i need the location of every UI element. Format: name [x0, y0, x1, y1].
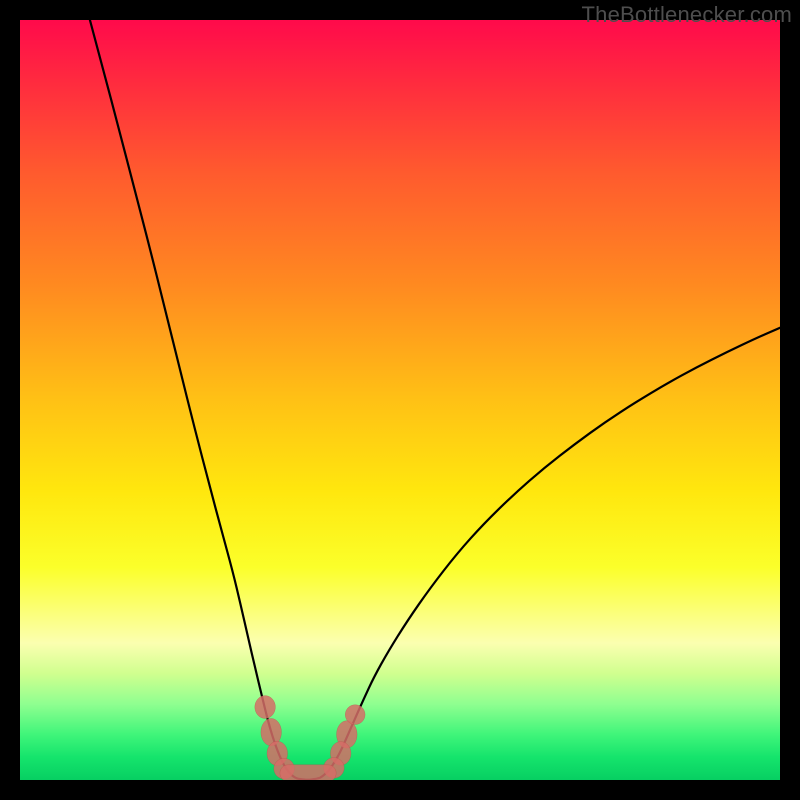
- watermark-text: TheBottlenecker.com: [582, 2, 792, 28]
- bottleneck-curve-chart: [20, 20, 780, 780]
- overlay-marker-dot: [345, 705, 365, 725]
- overlay-marker-pill: [280, 765, 336, 780]
- chart-plot-area: [20, 20, 780, 780]
- chart-stage: TheBottlenecker.com: [0, 0, 800, 800]
- overlay-marker-dot: [255, 696, 276, 719]
- chart-background: [20, 20, 780, 780]
